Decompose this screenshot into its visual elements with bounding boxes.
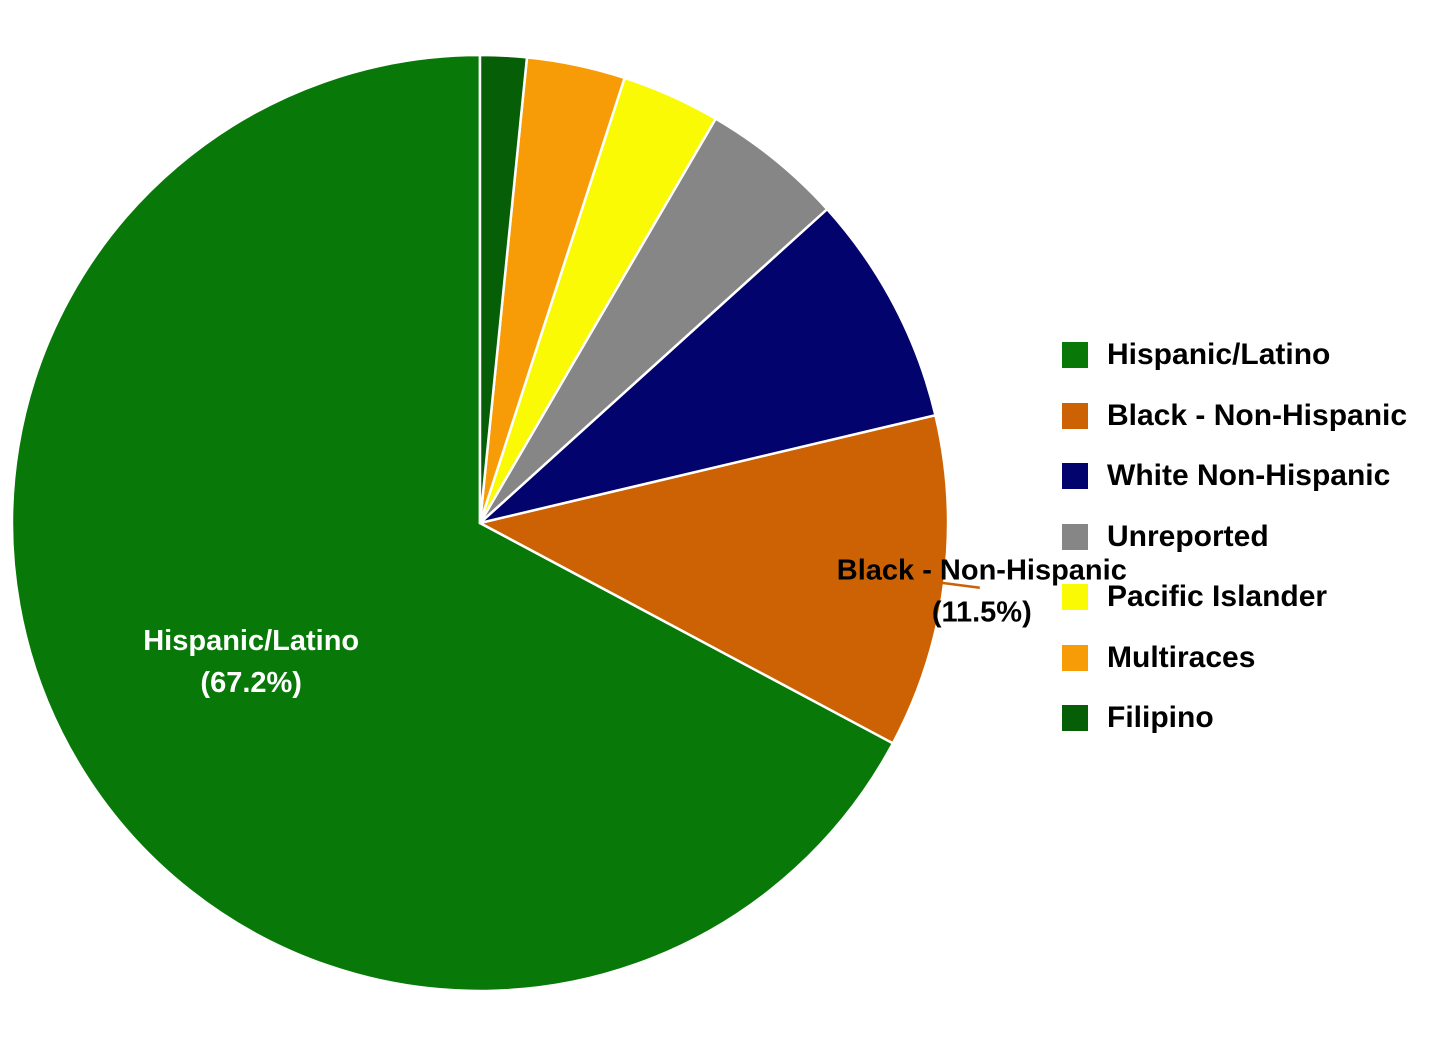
chart-legend: Hispanic/Latino Black - Non-Hispanic White… [1062, 325, 1407, 749]
legend-swatch-white-non-hispanic [1062, 463, 1088, 490]
legend-label-black-non-hispanic: Black - Non-Hispanic [1107, 398, 1408, 432]
legend-item-unreported: Unreported [1062, 507, 1407, 568]
data-label-name-black-non-hispanic: Black - Non-Hispanic [837, 555, 1127, 587]
legend-item-filipino: Filipino [1062, 688, 1407, 749]
legend-label-unreported: Unreported [1107, 519, 1269, 553]
legend-item-multiraces: Multiraces [1062, 628, 1407, 689]
legend-item-black-non-hispanic: Black - Non-Hispanic [1062, 386, 1407, 447]
legend-label-multiraces: Multiraces [1107, 640, 1256, 674]
pie-slices [10, 53, 950, 993]
legend-item-hispanic-latino: Hispanic/Latino [1062, 325, 1407, 386]
legend-item-white-non-hispanic: White Non-Hispanic [1062, 446, 1407, 507]
pie-slice-filipino [478, 53, 529, 525]
legend-item-pacific-islander: Pacific Islander [1062, 567, 1407, 628]
leader-line-black-non-hispanic [941, 581, 980, 589]
legend-swatch-multiraces [1062, 644, 1088, 671]
legend-label-white-non-hispanic: White Non-Hispanic [1107, 459, 1391, 493]
data-label-name-hispanic-latino: Hispanic/Latino [143, 625, 359, 657]
legend-swatch-black-non-hispanic [1062, 402, 1088, 429]
legend-swatch-hispanic-latino [1062, 342, 1088, 369]
data-label-percent-black-non-hispanic: (11.5%) [932, 597, 1032, 629]
legend-swatch-pacific-islander [1062, 584, 1088, 611]
pie-slice-white-non-hispanic [478, 207, 937, 525]
legend-label-pacific-islander: Pacific Islander [1107, 580, 1328, 614]
pie-slice-hispanic-latino [10, 53, 895, 993]
pie-data-labels: Hispanic/Latino (67.2%) Black - Non-Hispan… [143, 555, 1127, 700]
legend-label-hispanic-latino: Hispanic/Latino [1107, 338, 1331, 372]
legend-swatch-unreported [1062, 523, 1088, 550]
legend-swatch-filipino [1062, 705, 1088, 732]
data-label-percent-hispanic-latino: (67.2%) [200, 667, 302, 699]
legend-label-filipino: Filipino [1107, 701, 1214, 735]
